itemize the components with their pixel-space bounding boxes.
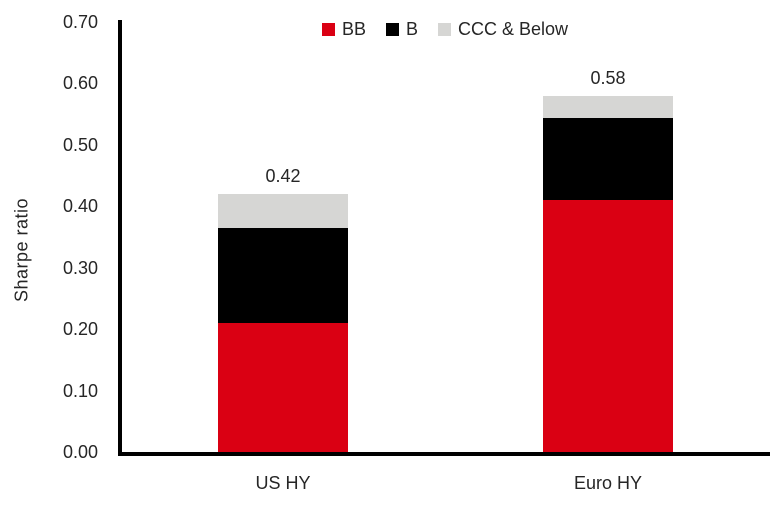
y-tick-label: 0.40 bbox=[62, 196, 98, 216]
bar-segment-b-euro-hy bbox=[543, 117, 673, 200]
legend-item-bb: BB bbox=[321, 18, 366, 40]
y-tick-label: 0.70 bbox=[62, 12, 98, 32]
legend-swatch-icon bbox=[438, 22, 451, 36]
legend-label: B bbox=[405, 18, 418, 39]
legend-item-ccc-below: CCC & Below bbox=[438, 19, 568, 40]
legend-swatch-icon bbox=[321, 22, 335, 36]
bar-total-label: 0.58 bbox=[590, 68, 626, 88]
bar-segment-b-us-hy bbox=[218, 228, 348, 323]
legend-label: CCC & Below bbox=[458, 18, 569, 39]
legend-label: BB bbox=[341, 18, 366, 39]
bar-segment-ccc-below-us-hy bbox=[218, 194, 348, 228]
y-tick-label: 0.20 bbox=[62, 319, 98, 339]
y-axis-title: Sharpe ratio bbox=[11, 197, 32, 303]
legend-item-b: B bbox=[385, 18, 418, 40]
bar-total-label: 0.42 bbox=[265, 166, 301, 186]
y-tick-label: 0.30 bbox=[62, 258, 98, 278]
legend-swatch-icon bbox=[385, 22, 399, 36]
bar-segment-bb-euro-hy bbox=[543, 200, 673, 452]
x-axis-line bbox=[118, 452, 770, 456]
y-tick-label: 0.00 bbox=[62, 442, 98, 462]
y-tick-label: 0.10 bbox=[62, 381, 98, 401]
y-axis-line bbox=[118, 20, 122, 456]
category-label-euro-hy: Euro HY bbox=[573, 473, 643, 493]
bar-segment-ccc-below-euro-hy bbox=[543, 96, 673, 118]
bar-segment-bb-us-hy bbox=[218, 323, 348, 452]
y-tick-label: 0.50 bbox=[62, 135, 98, 155]
y-tick-label: 0.60 bbox=[62, 73, 98, 93]
legend: BB B CCC & Below bbox=[120, 18, 770, 40]
category-label-us-hy: US HY bbox=[255, 473, 311, 493]
